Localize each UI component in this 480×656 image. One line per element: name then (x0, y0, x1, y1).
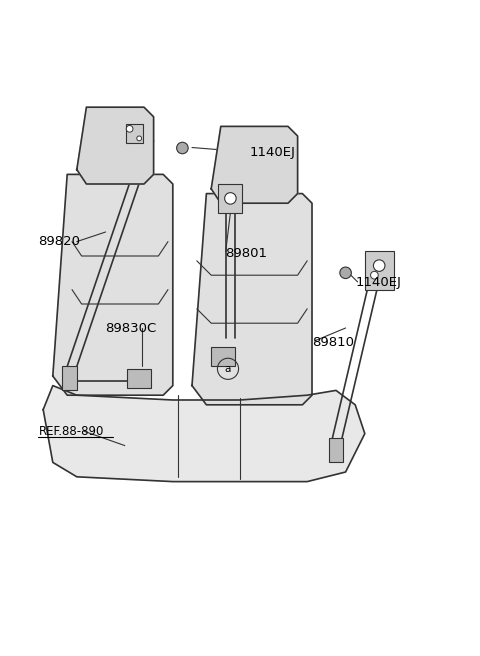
Bar (211, 347, 235, 367)
Text: 89810: 89810 (312, 336, 354, 349)
Bar (218, 184, 242, 213)
Text: 89820: 89820 (38, 235, 81, 248)
Circle shape (371, 272, 378, 279)
Text: 1140EJ: 1140EJ (355, 276, 401, 289)
Bar (127, 369, 151, 388)
Bar (126, 124, 143, 143)
Circle shape (137, 136, 142, 141)
Text: 89830C: 89830C (106, 321, 157, 335)
Bar (365, 251, 394, 289)
Polygon shape (192, 194, 312, 405)
Polygon shape (43, 386, 365, 482)
Polygon shape (53, 174, 173, 395)
Text: 89801: 89801 (226, 247, 268, 260)
Text: REF.88-890: REF.88-890 (38, 424, 104, 438)
Circle shape (225, 193, 236, 204)
Circle shape (126, 125, 133, 132)
Bar (62, 367, 77, 390)
Bar (329, 438, 343, 462)
Circle shape (177, 142, 188, 154)
Text: 1140EJ: 1140EJ (250, 146, 296, 159)
Polygon shape (77, 107, 154, 184)
Text: a: a (225, 364, 231, 374)
Circle shape (373, 260, 385, 272)
Circle shape (340, 267, 351, 279)
Polygon shape (211, 127, 298, 203)
